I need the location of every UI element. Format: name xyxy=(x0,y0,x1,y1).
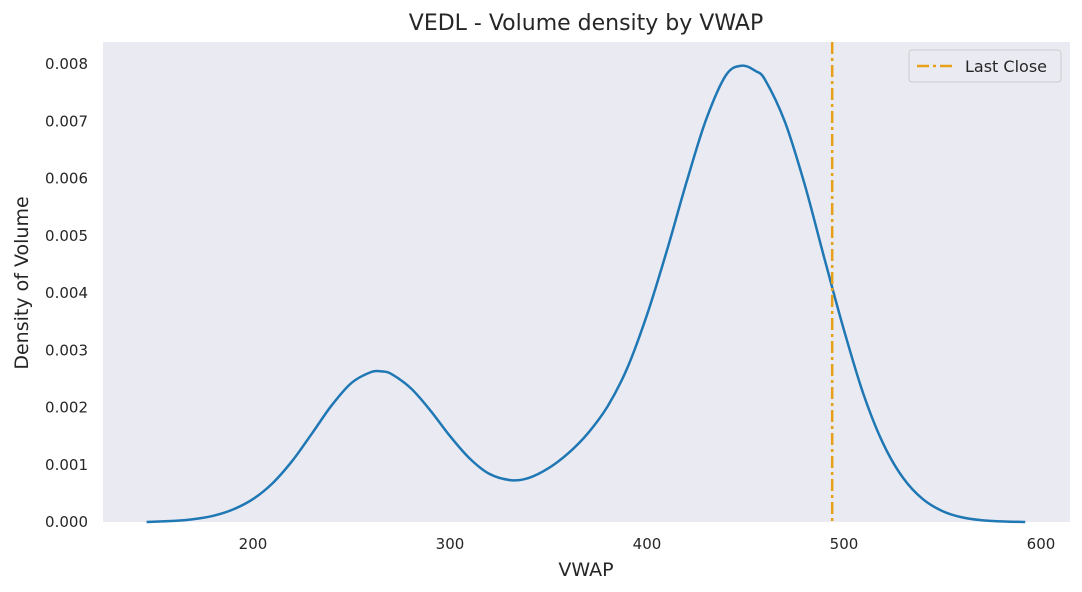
y-axis-ticks: 0.000 0.001 0.002 0.003 0.004 0.005 0.006 0.007… xyxy=(45,55,88,531)
y-tick-label: 0.006 xyxy=(45,170,88,188)
series-layer xyxy=(146,42,1026,524)
legend-box xyxy=(908,49,1062,83)
y-tick-label: 0.000 xyxy=(45,513,88,531)
x-axis-ticks: 200 300 400 500 600 xyxy=(239,535,1056,553)
chart-title: VEDL - Volume density by VWAP xyxy=(409,11,763,36)
x-tick-label: 600 xyxy=(1027,535,1056,553)
y-tick-label: 0.005 xyxy=(45,227,88,245)
y-tick-label: 0.003 xyxy=(45,341,88,359)
legend: Last Close xyxy=(908,49,1062,83)
x-axis-title: VWAP xyxy=(558,559,613,581)
x-tick-label: 400 xyxy=(633,535,662,553)
y-tick-label: 0.004 xyxy=(45,284,88,302)
plot-background xyxy=(103,42,1070,522)
legend-label-last-close: Last Close xyxy=(965,57,1047,76)
y-tick-label: 0.008 xyxy=(45,55,88,73)
y-tick-label: 0.002 xyxy=(45,399,88,417)
x-tick-label: 300 xyxy=(436,535,465,553)
x-tick-label: 500 xyxy=(830,535,859,553)
x-tick-label: 200 xyxy=(239,535,268,553)
series-line-0 xyxy=(146,64,1026,524)
y-tick-label: 0.001 xyxy=(45,456,88,474)
y-tick-label: 0.007 xyxy=(45,112,88,130)
y-axis-title: Density of Volume xyxy=(11,196,33,369)
